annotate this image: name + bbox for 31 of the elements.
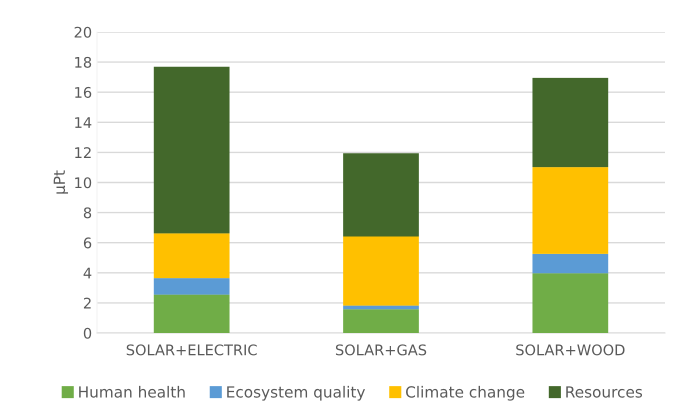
bar <box>154 278 230 295</box>
bar <box>343 306 419 310</box>
y-tick-label: 4 <box>84 268 92 278</box>
legend-label: Climate change <box>406 386 524 401</box>
x-tick-label: SOLAR+GAS <box>336 344 426 356</box>
y-tick-label: 6 <box>84 237 92 248</box>
bar <box>532 254 608 274</box>
x-tick-label: SOLAR+ELECTRIC <box>126 344 257 356</box>
bar <box>532 167 608 254</box>
bar <box>343 153 419 237</box>
y-tick-label: 18 <box>75 56 92 68</box>
legend-label: Human health <box>79 386 185 398</box>
bar <box>532 78 608 168</box>
bar <box>343 236 419 306</box>
y-tick-label: 20 <box>74 26 92 38</box>
y-tick-label: 0 <box>84 328 92 339</box>
bar <box>532 273 608 333</box>
y-tick-label: 16 <box>75 86 92 98</box>
bar <box>154 66 230 234</box>
legend-label: Resources <box>566 386 642 398</box>
y-tick-label: 12 <box>75 147 91 158</box>
x-tick-label: SOLAR+WOOD <box>516 344 625 356</box>
y-tick-label: 8 <box>84 207 92 218</box>
y-tick-label: 14 <box>75 117 92 128</box>
bar <box>154 294 230 333</box>
bar <box>343 309 419 333</box>
y-axis-title: µPt <box>54 170 68 194</box>
y-tick-label: 2 <box>84 298 91 308</box>
legend-label: Ecosystem quality <box>227 386 366 401</box>
bar <box>154 233 230 278</box>
y-tick-label: 10 <box>75 177 92 188</box>
